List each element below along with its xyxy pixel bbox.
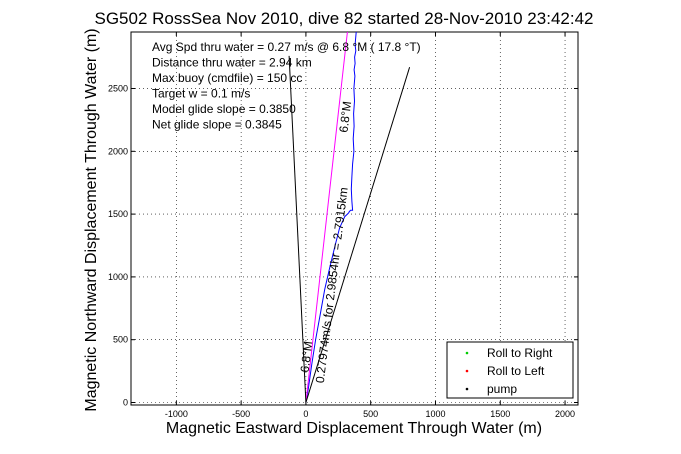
x-tick-label: -1000 <box>165 409 188 419</box>
annotation-line: Target w = 0.1 m/s <box>152 87 250 101</box>
legend-entry: pump <box>487 382 517 396</box>
series-line-0 <box>305 31 357 403</box>
axis-ticks: -1000 -500 0 500 1000 1500 2000 0 500 1000 1500 200… <box>108 32 578 419</box>
series-line-1 <box>305 31 348 403</box>
y-tick-label: 2500 <box>108 84 128 94</box>
legend-entry: Roll to Left <box>487 364 545 378</box>
y-axis-label: Magnetic Northward Displacement Through … <box>83 28 100 411</box>
y-tick-label: 1500 <box>108 209 128 219</box>
series-line-3 <box>305 67 411 403</box>
series-group <box>288 31 411 403</box>
annotation-line: Avg Spd thru water = 0.27 m/s @ 6.8 °M (… <box>152 40 421 54</box>
x-axis-label: Magnetic Eastward Displacement Through W… <box>166 420 542 437</box>
rotated-label: 6.8°M <box>298 340 316 373</box>
x-tick-label: 1500 <box>490 409 510 419</box>
legend-entry: Roll to Right <box>487 346 553 360</box>
y-tick-label: 1000 <box>108 272 128 282</box>
legend-marker <box>465 369 469 373</box>
x-tick-label: 0 <box>303 409 308 419</box>
x-tick-label: 2000 <box>555 409 575 419</box>
legend: Roll to Right Roll to Left pump <box>446 341 574 399</box>
annotation-line: Net glide slope = 0.3845 <box>152 118 282 132</box>
annotation-line: Max buoy (cmdfile) = 150 cc <box>152 71 302 85</box>
annotation-line: Distance thru water = 2.94 km <box>152 56 312 70</box>
x-tick-label: -500 <box>232 409 250 419</box>
annotation-line: Model glide slope = 0.3850 <box>152 102 296 116</box>
y-tick-label: 0 <box>123 397 128 407</box>
x-tick-label: 500 <box>363 409 378 419</box>
x-tick-label: 1000 <box>425 409 445 419</box>
legend-marker <box>465 387 469 391</box>
legend-marker <box>465 351 469 355</box>
y-tick-label: 2000 <box>108 146 128 156</box>
grid <box>131 32 578 405</box>
series-line-2 <box>288 55 307 403</box>
rotated-label: 6.8°M <box>336 100 354 133</box>
annotation-block: Avg Spd thru water = 0.27 m/s @ 6.8 °M (… <box>152 40 421 132</box>
chart-title: SG502 RossSea Nov 2010, dive 82 started … <box>95 9 594 28</box>
y-tick-label: 500 <box>113 335 128 345</box>
